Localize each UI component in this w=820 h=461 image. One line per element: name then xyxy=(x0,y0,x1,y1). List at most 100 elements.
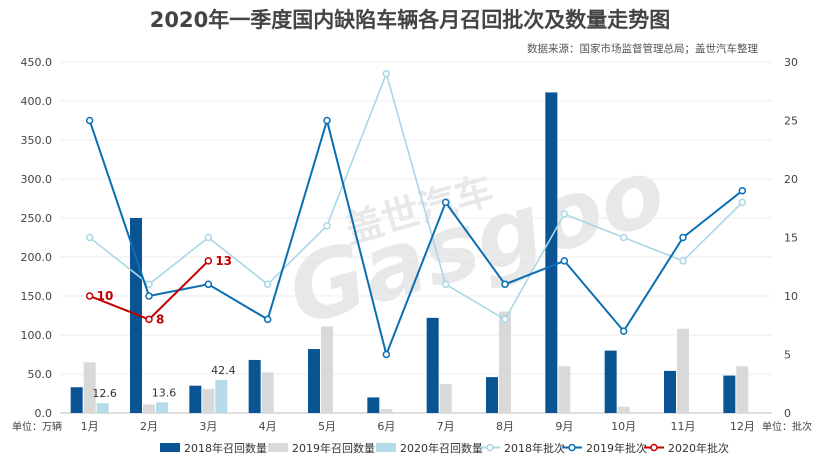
bar-1 xyxy=(248,359,261,413)
x-tick-label: 7月 xyxy=(437,420,455,433)
series-line-2 xyxy=(88,116,743,358)
x-tick-label: 6月 xyxy=(377,420,395,433)
line-data-label: 8 xyxy=(156,312,164,326)
bar-2 xyxy=(143,404,155,413)
x-tick-label: 2月 xyxy=(140,420,158,433)
right-tick-label: 15 xyxy=(784,232,798,245)
series-point-2 xyxy=(382,350,391,359)
left-tick-label: 200.0 xyxy=(21,251,53,264)
series-point-2 xyxy=(145,292,153,300)
left-axis-ticks: 0.0 50.0 100.0 150.0 200.0 250.0 300.0 350.0 400… xyxy=(21,56,53,420)
legend-swatch xyxy=(160,443,180,452)
bar-1 xyxy=(189,385,202,413)
series-point-1 xyxy=(619,233,628,242)
series-point-2 xyxy=(85,116,94,125)
series-point-3 xyxy=(85,292,94,300)
left-tick-label: 100.0 xyxy=(21,329,53,342)
bar-1 xyxy=(367,397,380,413)
left-tick-label: 450.0 xyxy=(21,56,53,69)
left-tick-label: 250.0 xyxy=(21,212,53,225)
series-point-1 xyxy=(441,280,450,289)
x-tick-label: 12月 xyxy=(730,420,755,433)
series-point-1 xyxy=(323,222,331,230)
legend-label: 2020年批次 xyxy=(668,441,729,455)
x-tick-label: 3月 xyxy=(199,420,217,433)
series-line-1 xyxy=(89,71,743,321)
bar-2 xyxy=(321,326,333,413)
lines xyxy=(85,69,747,359)
x-tick-label: 5月 xyxy=(318,420,336,433)
series-point-2 xyxy=(679,233,687,242)
series-point-1 xyxy=(145,280,153,289)
series-point-2 xyxy=(560,257,569,265)
bar-2 xyxy=(380,409,393,413)
x-axis-ticks: 1月 2月 3月 4月 5月 6月 7月 8月 9月 10月 11月 12月 xyxy=(81,420,755,433)
legend-marker xyxy=(650,443,658,452)
series-point-1 xyxy=(679,257,687,265)
bar-1 xyxy=(486,377,498,413)
x-tick-label: 9月 xyxy=(555,420,573,433)
series-point-1 xyxy=(501,315,509,324)
bar-data-label: 13.6 xyxy=(152,386,177,399)
bar-2 xyxy=(202,388,215,413)
x-tick-label: 8月 xyxy=(496,420,514,433)
series-point-2 xyxy=(263,315,272,324)
series-point-1 xyxy=(382,69,391,78)
series-point-2 xyxy=(619,327,628,335)
series-point-1 xyxy=(738,198,747,207)
left-tick-label: 400.0 xyxy=(21,95,53,108)
x-tick-label: 11月 xyxy=(671,420,696,433)
bar-2 xyxy=(83,362,96,413)
left-tick-label: 350.0 xyxy=(21,134,53,147)
series-point-3 xyxy=(204,257,213,265)
bar-2 xyxy=(261,372,274,413)
right-tick-label: 30 xyxy=(784,56,798,69)
legend-marker xyxy=(486,443,494,452)
series-point-1 xyxy=(560,210,569,218)
series-point-2 xyxy=(441,198,450,207)
x-tick-label: 4月 xyxy=(259,420,277,433)
right-tick-label: 0 xyxy=(784,407,791,420)
left-tick-label: 50.0 xyxy=(28,368,53,381)
bar-2 xyxy=(499,311,511,413)
legend-marker xyxy=(568,443,576,452)
legend-label: 2018年批次 xyxy=(504,441,565,455)
right-tick-label: 20 xyxy=(784,173,798,186)
right-axis-unit: 单位：批次 xyxy=(762,420,812,433)
right-tick-label: 5 xyxy=(784,349,791,362)
left-tick-label: 0.0 xyxy=(35,407,53,420)
data-labels: 12.6 13.6 42.4 10 8 13 xyxy=(92,254,235,400)
right-tick-label: 10 xyxy=(784,290,798,303)
left-tick-label: 300.0 xyxy=(21,173,53,186)
left-axis-unit: 单位：万辆 xyxy=(12,420,62,433)
legend: 2018年召回数量 2019年召回数量 2020年召回数量 2018年批次 2019年批… xyxy=(160,441,729,455)
bar-1 xyxy=(664,370,676,413)
series-point-2 xyxy=(204,280,213,289)
left-tick-label: 150.0 xyxy=(21,290,53,303)
series-point-1 xyxy=(263,280,272,289)
chart-title: 2020年一季度国内缺陷车辆各月召回批次及数量走势图 xyxy=(150,8,670,32)
bar-2 xyxy=(736,366,749,413)
series-point-1 xyxy=(85,233,94,242)
legend-label: 2019年批次 xyxy=(586,441,647,455)
series-point-1 xyxy=(204,233,213,242)
bars xyxy=(70,92,749,414)
legend-label: 2020年召回数量 xyxy=(400,441,483,455)
bar-2 xyxy=(439,384,452,413)
bar-1 xyxy=(70,387,83,413)
watermark-logo: 盖世汽车 Gasgoo xyxy=(277,137,676,346)
right-tick-label: 25 xyxy=(784,115,798,128)
watermark-en: Gasgoo xyxy=(277,137,676,346)
line-data-label: 10 xyxy=(97,289,114,303)
bar-1 xyxy=(545,92,558,414)
bar-2 xyxy=(558,366,571,413)
bar-1 xyxy=(723,375,736,413)
grid xyxy=(60,61,772,414)
bar-1 xyxy=(426,317,439,413)
legend-label: 2018年召回数量 xyxy=(184,441,267,455)
bar-3 xyxy=(215,379,228,413)
line-data-label: 13 xyxy=(215,254,232,268)
bar-data-label: 42.4 xyxy=(211,364,236,377)
series-point-2 xyxy=(738,186,747,195)
